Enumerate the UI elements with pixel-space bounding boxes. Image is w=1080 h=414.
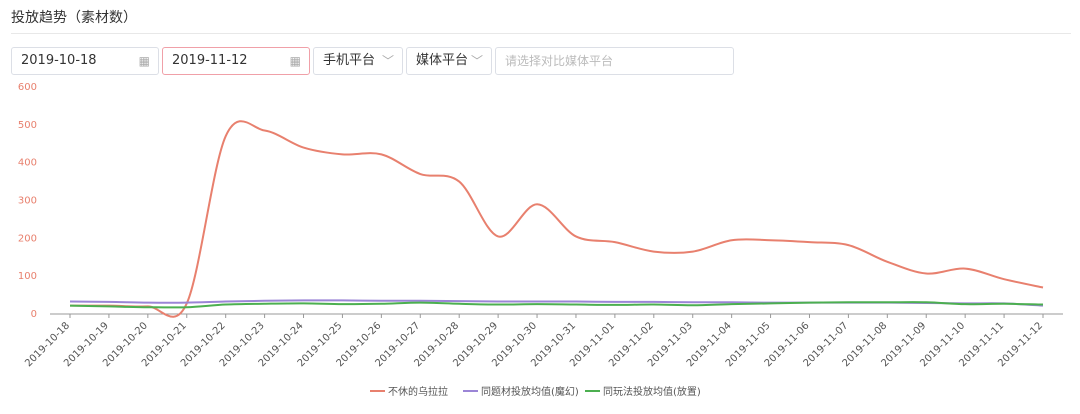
end-date: 2019-11-12 <box>172 53 248 68</box>
media: 媒体平台 <box>416 53 469 68</box>
dropdown-arrow: ﹀ <box>470 54 483 68</box>
calendar-icon: ▦ <box>289 54 301 68</box>
y-tick-label: 600 <box>18 82 37 93</box>
legend-label: 同题材投放均值(魔幻) <box>481 385 579 398</box>
compare-placeholder: 请选择对比媒体平台 <box>505 54 614 68</box>
start-date-input[interactable]: 2019-10-18 ▦ <box>11 47 159 75</box>
separator <box>11 33 1071 34</box>
y-tick-label: 0 <box>31 309 37 320</box>
end-date-input[interactable]: 2019-11-12 ▦ <box>162 47 310 75</box>
series-line <box>69 120 1044 318</box>
media-select[interactable]: 媒体平台 ﹀ <box>406 47 492 75</box>
y-tick-label: 100 <box>18 271 37 282</box>
section-title: 投放趋势（素材数） <box>11 10 137 26</box>
y-tick-label: 200 <box>18 233 37 244</box>
compare-select[interactable]: 请选择对比媒体平台 <box>495 47 734 75</box>
platform: 手机平台 <box>323 53 376 68</box>
platform-select[interactable]: 手机平台 ﹀ <box>313 47 403 75</box>
legend-label: 不休的乌拉拉 <box>388 385 448 398</box>
y-tick-label: 300 <box>18 196 37 207</box>
y-tick-label: 500 <box>18 120 37 131</box>
calendar-icon: ▦ <box>138 54 150 68</box>
start-date: 2019-10-18 <box>21 53 97 68</box>
legend-label: 同玩法投放均值(放置) <box>603 385 701 398</box>
dropdown-arrow: ﹀ <box>381 54 394 68</box>
y-tick-label: 400 <box>18 158 37 169</box>
series-line <box>69 301 1044 309</box>
